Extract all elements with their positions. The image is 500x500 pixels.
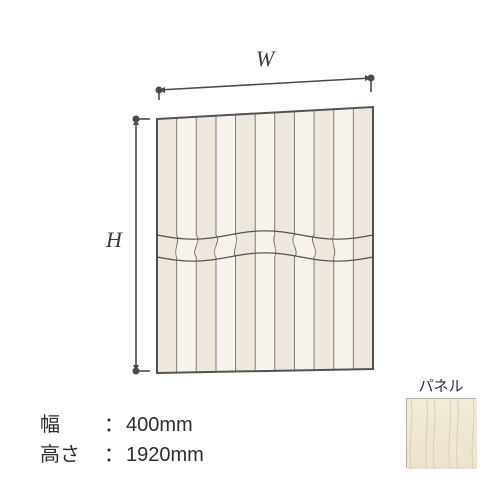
swatch-label: パネル: [402, 375, 480, 396]
spec-value: 400mm: [126, 414, 193, 436]
spec-list: 幅：400mm 高さ：1920mm: [40, 410, 204, 470]
dimension-height-symbol: H: [106, 227, 122, 253]
dimension-width: W: [155, 40, 375, 100]
spec-row-height: 高さ：1920mm: [40, 440, 204, 470]
spec-value: 1920mm: [126, 444, 204, 466]
material-swatch: [406, 398, 476, 468]
panel-illustration: [155, 105, 375, 375]
dimension-width-symbol: W: [256, 46, 274, 72]
spec-label: 高さ: [40, 440, 102, 470]
spec-label: 幅: [40, 410, 102, 440]
technical-diagram: W H: [60, 30, 390, 380]
dimension-height: H: [100, 105, 150, 375]
spec-colon: ：: [104, 414, 124, 436]
material-swatch-block: パネル: [402, 375, 480, 468]
spec-colon: ：: [104, 444, 124, 466]
spec-row-width: 幅：400mm: [40, 410, 204, 440]
